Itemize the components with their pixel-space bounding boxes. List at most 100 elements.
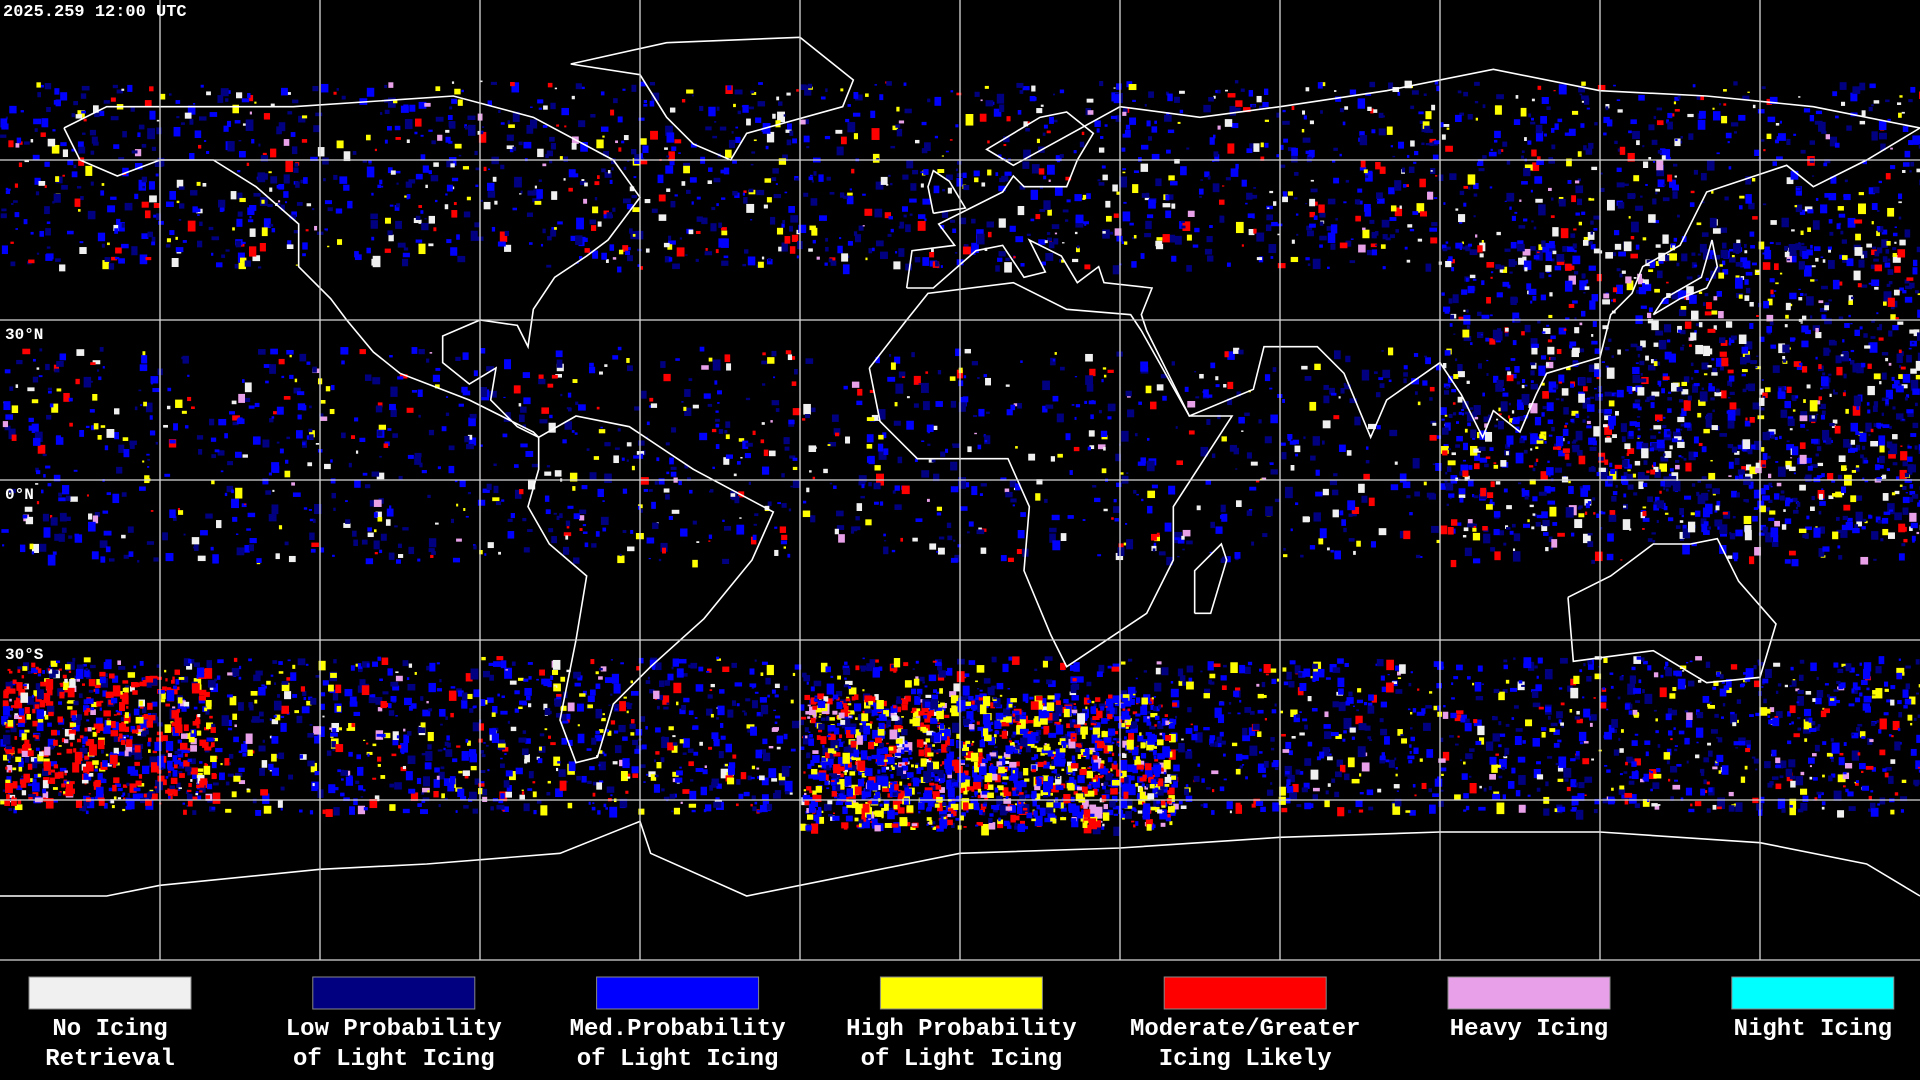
icing-pixel	[21, 775, 24, 778]
icing-pixel	[550, 742, 556, 746]
icing-pixel	[820, 761, 828, 766]
icing-pixel	[1517, 756, 1526, 763]
icing-pixel	[314, 735, 320, 744]
icing-pixel	[1228, 701, 1232, 705]
icing-pixel	[1060, 662, 1066, 670]
icing-pixel	[1820, 792, 1824, 796]
icing-pixel	[1505, 723, 1510, 727]
icing-pixel	[669, 793, 676, 799]
icing-pixel	[820, 736, 827, 745]
icing-pixel	[1249, 745, 1258, 756]
icing-pixel	[1594, 798, 1601, 805]
icing-pixel	[1010, 698, 1017, 703]
icing-pixel	[1775, 764, 1781, 768]
icing-pixel	[1392, 803, 1401, 815]
icing-pixel	[806, 752, 811, 758]
icing-pixel	[1337, 677, 1345, 688]
icing-pixel	[1604, 731, 1612, 740]
icing-pixel	[554, 699, 562, 707]
icing-pixel	[1538, 706, 1544, 710]
icing-pixel	[509, 680, 517, 685]
icing-pixel	[690, 662, 698, 669]
icing-pixel	[186, 733, 191, 739]
icing-pixel	[596, 782, 603, 790]
icing-pixel	[1574, 716, 1580, 720]
icing-pixel	[283, 139, 290, 146]
icing-pixel	[1407, 755, 1415, 760]
icing-pixel	[273, 715, 277, 718]
icing-pixel	[1140, 768, 1144, 772]
icing-pixel	[17, 666, 22, 670]
icing-pixel	[1153, 776, 1159, 782]
icing-pixel	[1629, 794, 1637, 804]
icing-pixel	[1156, 739, 1164, 746]
icing-pixel	[1879, 718, 1887, 730]
icing-pixel	[1279, 144, 1284, 150]
icing-pixel	[870, 821, 873, 823]
icing-pixel	[893, 669, 897, 673]
icing-pixel	[1757, 659, 1760, 663]
icing-pixel	[523, 141, 532, 149]
icing-pixel	[936, 749, 942, 753]
icing-pixel	[1164, 783, 1170, 787]
icing-pixel	[1109, 707, 1115, 715]
icing-pixel	[1047, 750, 1055, 757]
icing-pixel	[238, 767, 245, 773]
icing-pixel	[1322, 747, 1330, 757]
icing-pixel	[1063, 708, 1070, 718]
icing-pixel	[1012, 745, 1016, 747]
icing-pixel	[1020, 737, 1028, 747]
icing-pixel	[800, 716, 807, 720]
icing-pixel	[1814, 744, 1820, 752]
icing-pixel	[505, 791, 512, 798]
icing-pixel	[271, 767, 280, 776]
icing-pixel	[1197, 763, 1201, 767]
icing-pixel	[1721, 681, 1725, 684]
icing-pixel	[1381, 752, 1385, 757]
icing-pixel	[971, 743, 974, 746]
icing-pixel	[469, 753, 478, 763]
icing-pixel	[1134, 808, 1137, 812]
icing-pixel	[1086, 98, 1094, 103]
icing-pixel	[1146, 824, 1152, 831]
icing-pixel	[970, 799, 978, 805]
icing-pixel	[1068, 738, 1076, 749]
icing-pixel	[547, 710, 552, 715]
icing-pixel	[505, 669, 509, 671]
icing-pixel	[632, 692, 636, 695]
icing-pixel	[1033, 679, 1040, 683]
icing-pixel	[852, 799, 856, 803]
icing-pixel	[810, 798, 818, 807]
icing-pixel	[1835, 115, 1839, 119]
icing-pixel	[993, 108, 1002, 117]
icing-pixel	[1725, 678, 1732, 688]
icing-pixel	[605, 259, 609, 263]
icing-pixel	[825, 755, 834, 766]
icing-pixel	[1839, 82, 1847, 90]
icing-pixel	[1433, 705, 1441, 711]
icing-pixel	[670, 200, 676, 208]
icing-pixel	[1034, 745, 1038, 749]
icing-pixel	[1583, 741, 1589, 744]
icing-pixel	[1571, 801, 1576, 806]
icing-pixel	[427, 790, 430, 793]
icing-pixel	[1055, 785, 1064, 791]
icing-pixel	[141, 765, 150, 775]
icing-pixel	[1357, 688, 1362, 693]
icing-pixel	[1081, 786, 1088, 795]
icing-pixel	[635, 729, 643, 736]
icing-pixel	[115, 709, 119, 713]
icing-pixel	[1416, 203, 1425, 213]
icing-pixel	[974, 697, 982, 709]
icing-pixel	[1721, 260, 1726, 266]
icing-pixel	[1075, 793, 1084, 802]
icing-pixel	[1443, 704, 1446, 708]
icing-pixel	[388, 82, 394, 88]
icing-pixel	[149, 110, 156, 120]
icing-pixel	[947, 667, 953, 676]
icing-pixel	[1587, 661, 1594, 670]
icing-pixel	[206, 91, 211, 96]
icing-pixel	[627, 773, 631, 778]
icing-pixel	[1674, 175, 1677, 178]
icing-pixel	[1868, 106, 1873, 112]
